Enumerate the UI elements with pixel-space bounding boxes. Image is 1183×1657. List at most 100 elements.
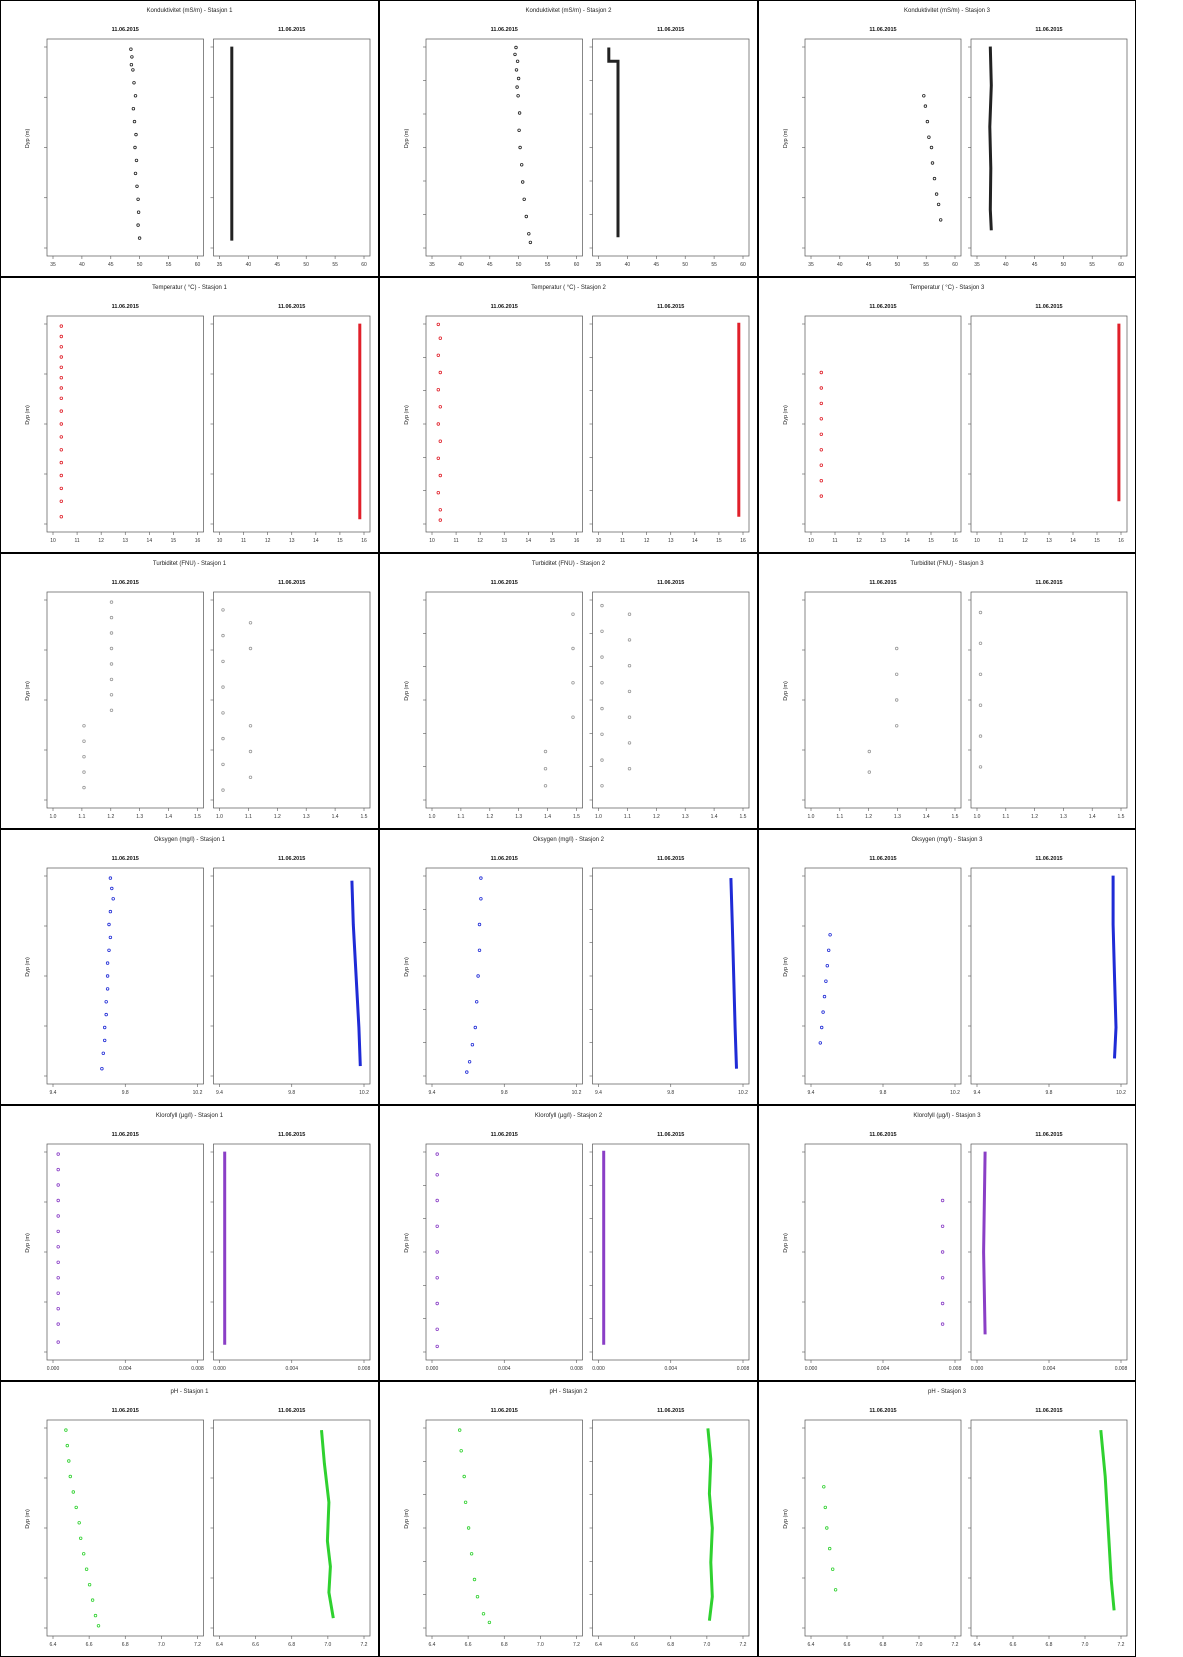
data-point bbox=[819, 370, 823, 375]
x-tick-label: 14 bbox=[526, 538, 532, 544]
data-point bbox=[129, 63, 134, 67]
data-point bbox=[436, 456, 440, 460]
data-point bbox=[133, 145, 137, 150]
profile-line bbox=[350, 880, 362, 1067]
panel-date-label: 11.06.2015 bbox=[657, 27, 684, 33]
chart-cell: Oksygen (mg/l) - Stasjon 1 Dyp (m) 11.06.2… bbox=[0, 829, 379, 1105]
plot-frame bbox=[425, 591, 583, 809]
x-tick-label: 55 bbox=[545, 262, 551, 268]
data-point bbox=[56, 1152, 60, 1156]
panel-date-label: 11.06.2015 bbox=[278, 1132, 305, 1138]
data-point bbox=[467, 1060, 472, 1064]
plot-frame bbox=[804, 1143, 962, 1361]
data-point bbox=[978, 672, 983, 676]
data-point bbox=[56, 1291, 60, 1295]
panel-2: 11.06.2015 9.4 9.8 10.2 bbox=[210, 856, 371, 1096]
data-point bbox=[59, 473, 63, 478]
x-tick-label: 7.2 bbox=[1118, 1642, 1125, 1648]
data-point bbox=[479, 876, 483, 880]
data-point bbox=[56, 1260, 60, 1264]
data-point bbox=[96, 1624, 101, 1628]
panel-date-label: 11.06.2015 bbox=[869, 304, 896, 310]
data-point bbox=[819, 463, 823, 467]
data-point bbox=[527, 232, 531, 236]
data-point bbox=[221, 608, 225, 612]
data-point bbox=[522, 197, 526, 201]
y-axis-label: Dyp (m) bbox=[783, 129, 789, 149]
panel-date-label: 11.06.2015 bbox=[869, 856, 896, 862]
data-point bbox=[131, 106, 136, 111]
data-point bbox=[819, 494, 823, 498]
x-tick-label: 15 bbox=[337, 538, 343, 544]
x-tick-label: 1.5 bbox=[573, 814, 580, 820]
data-point bbox=[487, 1620, 492, 1625]
x-tick-label: 6.6 bbox=[252, 1642, 259, 1648]
data-point bbox=[514, 68, 519, 72]
x-tick-label: 6.4 bbox=[216, 1642, 223, 1648]
data-point bbox=[524, 214, 528, 219]
data-point bbox=[462, 1474, 466, 1479]
y-axis-label: Dyp (m) bbox=[404, 681, 410, 701]
x-tick-label: 1.2 bbox=[274, 814, 281, 820]
x-tick-label: 50 bbox=[1061, 262, 1067, 268]
chart-title: Oksygen (mg/l) - Stasjon 2 bbox=[533, 837, 605, 843]
panel-date-label: 11.06.2015 bbox=[278, 27, 305, 33]
data-point bbox=[514, 45, 518, 50]
y-axis-label: Dyp (m) bbox=[404, 405, 410, 425]
x-tick-label: 16 bbox=[1118, 538, 1124, 544]
x-tick-label: 45 bbox=[866, 262, 872, 268]
plot-frame bbox=[213, 1143, 371, 1361]
x-tick-label: 13 bbox=[1046, 538, 1052, 544]
panel-2: 11.06.2015 35 40 45 50 55 60 bbox=[210, 27, 371, 268]
data-point bbox=[107, 948, 111, 952]
plot-frame bbox=[804, 38, 962, 257]
x-tick-label: 40 bbox=[625, 262, 631, 268]
x-tick-label: 55 bbox=[1089, 262, 1095, 268]
panel-2: 11.06.2015 0.000 0.004 0.008 bbox=[968, 1132, 1127, 1372]
chart-cell: Konduktivitet (mS/m) - Stasjon 1 Dyp (m) 1… bbox=[0, 0, 379, 277]
plot-frame bbox=[425, 867, 583, 1085]
profile-line bbox=[607, 47, 620, 238]
plot-frame bbox=[970, 867, 1128, 1085]
data-point bbox=[938, 218, 943, 222]
y-axis-label: Dyp (m) bbox=[25, 681, 31, 701]
data-point bbox=[56, 1276, 60, 1280]
data-point bbox=[940, 1224, 945, 1228]
chart-title: Oksygen (mg/l) - Stasjon 1 bbox=[154, 837, 226, 843]
data-point bbox=[137, 236, 142, 240]
data-point bbox=[78, 1536, 83, 1540]
x-tick-label: 0.000 bbox=[213, 1366, 226, 1372]
x-tick-label: 35 bbox=[974, 262, 980, 268]
chart-svg: Klorofyll (µg/l) - Stasjon 1 Dyp (m) 11.06… bbox=[25, 1113, 371, 1372]
x-tick-label: 60 bbox=[195, 262, 201, 268]
data-point bbox=[627, 638, 632, 642]
data-point bbox=[934, 192, 939, 196]
panel-1: 11.06.2015 1.0 1.1 1.2 1.3 1.4 1.5 bbox=[423, 580, 583, 820]
data-point bbox=[435, 1224, 439, 1228]
data-point bbox=[59, 324, 63, 328]
data-point bbox=[518, 145, 522, 150]
panel-1: 11.06.2015 10 11 12 13 14 15 16 bbox=[802, 304, 962, 544]
x-tick-label: 50 bbox=[516, 262, 522, 268]
x-tick-label: 1.5 bbox=[1118, 814, 1125, 820]
data-point bbox=[109, 677, 114, 682]
data-point bbox=[479, 897, 483, 901]
x-tick-label: 35 bbox=[50, 262, 56, 268]
chart-cell: Temperatur ( °C) - Stasjon 3 Dyp (m) 11.06… bbox=[758, 277, 1136, 553]
x-tick-label: 16 bbox=[361, 538, 367, 544]
x-tick-label: 9.8 bbox=[288, 1090, 295, 1096]
data-point bbox=[927, 135, 931, 139]
data-point bbox=[463, 1500, 468, 1504]
panel-2: 11.06.2015 1.0 1.1 1.2 1.3 1.4 1.5 bbox=[589, 580, 750, 820]
data-point bbox=[819, 386, 823, 390]
x-tick-label: 9.8 bbox=[667, 1090, 674, 1096]
data-point bbox=[221, 762, 225, 767]
data-point bbox=[93, 1613, 98, 1618]
data-point bbox=[132, 81, 136, 85]
data-point bbox=[104, 1012, 108, 1017]
data-point bbox=[517, 111, 522, 115]
chart-title: Konduktivitet (mS/m) - Stasjon 3 bbox=[904, 8, 991, 14]
x-tick-label: 45 bbox=[487, 262, 493, 268]
x-tick-label: 9.4 bbox=[429, 1090, 436, 1096]
